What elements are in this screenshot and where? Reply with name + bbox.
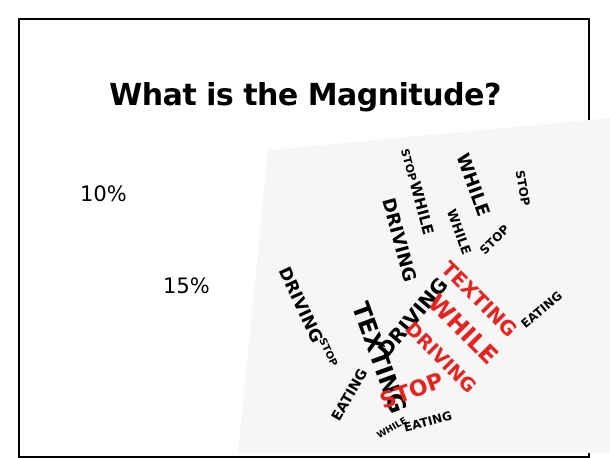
slide-title: What is the Magnitude?: [0, 78, 610, 113]
page: {"slide": {"title": "What is the Magnitu…: [0, 0, 610, 453]
hand-image: DRIVINGSTOPEATINGTEXTINGDRIVINGWHILESTOP…: [0, 0, 610, 453]
slide-item: 15%: [163, 274, 210, 298]
slide-item: 10%: [80, 182, 127, 206]
